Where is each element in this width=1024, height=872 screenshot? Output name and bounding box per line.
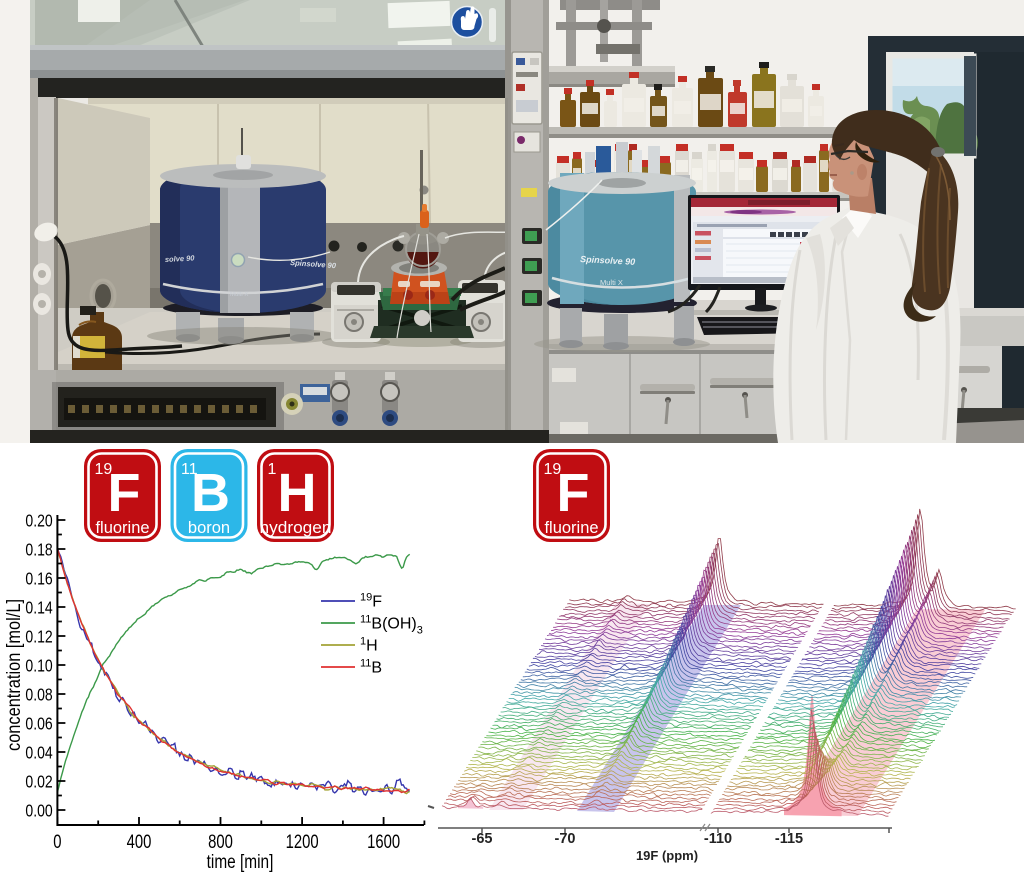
svg-text:1600: 1600 (367, 830, 400, 853)
svg-text:0.02: 0.02 (25, 772, 52, 792)
svg-text:0.08: 0.08 (25, 685, 52, 705)
svg-text:-65: -65 (472, 831, 493, 847)
svg-text:fluorine: fluorine (95, 519, 149, 537)
svg-text:800: 800 (208, 830, 233, 853)
svg-text:boron: boron (188, 519, 230, 537)
svg-text:11: 11 (181, 461, 198, 478)
svg-text:F: F (557, 463, 590, 523)
svg-text:-115: -115 (775, 831, 803, 847)
svg-text:0.12: 0.12 (25, 627, 52, 647)
svg-text:concentration [mol/L]: concentration [mol/L] (3, 599, 25, 751)
svg-text:0.16: 0.16 (25, 569, 52, 589)
svg-text:0.18: 0.18 (25, 540, 52, 560)
svg-text:solve 90: solve 90 (165, 253, 196, 264)
svg-text:0.14: 0.14 (25, 598, 52, 618)
svg-text:0.06: 0.06 (25, 714, 52, 734)
svg-text:H: H (278, 463, 317, 523)
svg-text:-110: -110 (704, 831, 732, 847)
svg-text:Spinsolve 90: Spinsolve 90 (580, 254, 635, 267)
svg-text:19: 19 (95, 461, 113, 478)
svg-text:Multi X: Multi X (230, 292, 248, 298)
svg-text:11B: 11B (360, 658, 382, 677)
svg-text:0: 0 (53, 830, 61, 853)
svg-text:B: B (191, 463, 230, 523)
svg-text:-70: -70 (555, 831, 576, 847)
svg-text:time [min]: time [min] (207, 850, 274, 872)
svg-text:1H: 1H (360, 636, 378, 655)
svg-text:19F: 19F (360, 592, 382, 611)
svg-text:400: 400 (127, 830, 152, 853)
svg-text:19: 19 (544, 461, 562, 478)
svg-text:0.20: 0.20 (25, 511, 52, 531)
svg-text:Spinsolve 90: Spinsolve 90 (290, 258, 337, 270)
svg-text:hydrogen: hydrogen (260, 519, 332, 537)
svg-text:fluorine: fluorine (544, 519, 598, 537)
svg-text:0.04: 0.04 (25, 743, 52, 763)
svg-text:F: F (108, 463, 141, 523)
svg-text:19F (ppm): 19F (ppm) (636, 848, 698, 863)
svg-text:1: 1 (268, 461, 277, 478)
svg-text:Multi X: Multi X (600, 278, 623, 287)
svg-text:0.10: 0.10 (25, 656, 52, 676)
svg-text:1200: 1200 (286, 830, 319, 853)
svg-text:11B(OH)3: 11B(OH)3 (360, 614, 423, 637)
svg-text:0.00: 0.00 (25, 801, 52, 821)
